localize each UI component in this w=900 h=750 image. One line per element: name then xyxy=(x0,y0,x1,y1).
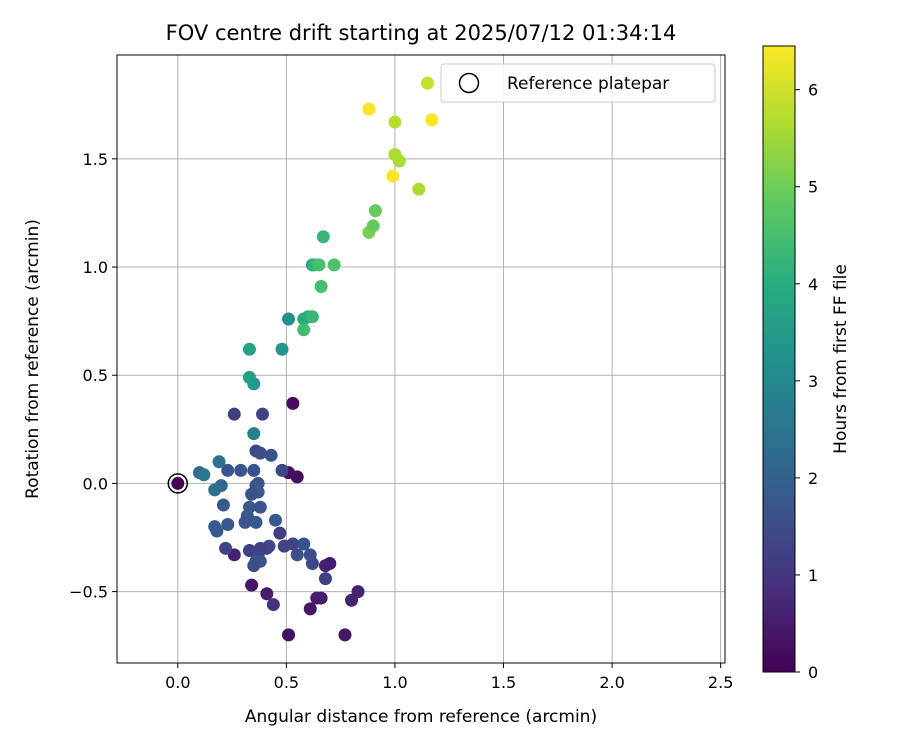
data-point xyxy=(368,204,382,218)
data-point xyxy=(245,578,259,592)
data-point xyxy=(208,483,222,497)
y-axis-label: Rotation from reference (arcmin) xyxy=(23,219,43,499)
colorbar-tick-label: 5 xyxy=(808,178,818,197)
data-point xyxy=(282,312,296,326)
data-point xyxy=(221,518,235,532)
colorbar-tick-label: 2 xyxy=(808,469,818,488)
data-point xyxy=(425,113,439,127)
data-point xyxy=(247,463,261,477)
data-point xyxy=(314,591,328,605)
data-point xyxy=(421,76,435,90)
data-point xyxy=(305,310,319,324)
data-point xyxy=(282,628,296,642)
plot-frame xyxy=(116,54,726,664)
data-point xyxy=(197,468,211,482)
data-point xyxy=(238,515,252,529)
data-point xyxy=(242,342,256,356)
data-point xyxy=(269,513,283,527)
data-point xyxy=(290,470,304,484)
data-point xyxy=(286,396,300,410)
colorbar-frame xyxy=(762,45,796,673)
data-point xyxy=(247,559,261,573)
data-point xyxy=(249,515,263,529)
x-axis-label: Angular distance from reference (arcmin) xyxy=(245,707,597,727)
data-point xyxy=(366,219,380,233)
data-point xyxy=(314,280,328,294)
data-point xyxy=(351,585,365,599)
data-point xyxy=(221,463,235,477)
legend-label: Reference platepar xyxy=(507,74,669,94)
data-point xyxy=(323,556,337,570)
data-point xyxy=(216,498,230,512)
reference-platepar-marker xyxy=(167,473,189,494)
data-point xyxy=(318,572,332,586)
data-point xyxy=(253,500,267,514)
data-point xyxy=(253,446,267,460)
y-tick-label: 1.0 xyxy=(83,258,108,277)
y-tick-label: 1.5 xyxy=(83,150,108,169)
data-point xyxy=(362,102,376,116)
data-points xyxy=(167,76,439,642)
colorbar-tick-label: 1 xyxy=(808,566,818,585)
chart-title: FOV centre drift starting at 2025/07/12 … xyxy=(166,21,677,45)
data-point xyxy=(303,602,317,616)
data-point xyxy=(247,377,261,391)
data-point xyxy=(327,258,341,272)
data-point xyxy=(275,342,289,356)
data-point xyxy=(312,258,326,272)
data-point xyxy=(210,524,224,538)
x-tick-label: 2.5 xyxy=(708,673,733,692)
colorbar: 0 1 2 3 4 5 6 Hours from first FF file xyxy=(762,45,851,682)
colorbar-gradient xyxy=(763,46,795,672)
data-point xyxy=(392,154,406,168)
data-point xyxy=(264,448,278,462)
data-point xyxy=(316,230,330,244)
data-point xyxy=(386,169,400,183)
data-point xyxy=(266,598,280,612)
legend-marker xyxy=(458,72,480,94)
data-point xyxy=(234,463,248,477)
colorbar-ticks: 0 1 2 3 4 5 6 xyxy=(795,81,818,682)
data-point xyxy=(338,628,352,642)
colorbar-label: Hours from first FF file xyxy=(831,264,851,454)
legend: Reference platepar xyxy=(440,63,716,103)
data-point xyxy=(297,537,311,551)
x-tick-label: 1.0 xyxy=(382,673,407,692)
data-point xyxy=(412,182,426,196)
data-point xyxy=(275,463,289,477)
data-point xyxy=(255,407,269,421)
data-point xyxy=(297,323,311,337)
legend-box xyxy=(440,63,716,103)
data-point xyxy=(219,541,233,555)
x-tick-label: 0.0 xyxy=(165,673,190,692)
colorbar-tick-label: 3 xyxy=(808,372,818,391)
x-axis: 0.0 0.5 1.0 1.5 2.0 2.5 xyxy=(165,663,733,692)
colorbar-tick-label: 4 xyxy=(808,275,818,294)
data-point xyxy=(247,427,261,441)
data-point xyxy=(212,455,226,469)
data-point xyxy=(227,407,241,421)
y-axis: −0.5 0.0 0.5 1.0 1.5 xyxy=(69,150,117,602)
y-tick-label: 0.0 xyxy=(83,474,108,493)
data-point xyxy=(305,556,319,570)
x-tick-label: 2.0 xyxy=(599,673,624,692)
y-tick-label: 0.5 xyxy=(83,366,108,385)
x-tick-label: 0.5 xyxy=(274,673,299,692)
colorbar-tick-label: 0 xyxy=(808,663,818,682)
data-point xyxy=(260,587,274,601)
data-point xyxy=(273,526,287,540)
data-point xyxy=(277,539,291,553)
data-point xyxy=(290,548,304,562)
colorbar-tick-label: 6 xyxy=(808,81,818,100)
data-point xyxy=(245,487,259,501)
data-point xyxy=(171,476,185,490)
data-point xyxy=(388,115,402,129)
y-tick-label: −0.5 xyxy=(69,583,108,602)
x-tick-label: 1.5 xyxy=(491,673,516,692)
